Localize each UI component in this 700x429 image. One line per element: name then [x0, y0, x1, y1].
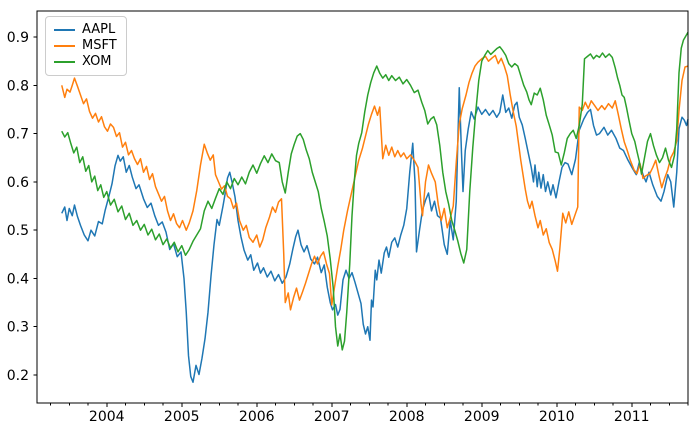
y-tick-label: 0.7 [7, 127, 29, 143]
x-tick-label: 2004 [89, 409, 125, 425]
legend-item-msft: MSFT [54, 38, 117, 54]
xom-line-swatch-icon [54, 61, 75, 63]
y-tick-label: 0.9 [7, 30, 29, 46]
plot-area-border [36, 10, 689, 404]
series-line-xom [61, 31, 689, 351]
y-tick-label: 0.8 [7, 78, 29, 94]
x-tick-label: 2011 [614, 409, 650, 425]
y-tick-label: 0.6 [7, 175, 29, 191]
legend-item-xom: XOM [54, 54, 117, 70]
legend-label-msft: MSFT [82, 38, 117, 53]
x-tick-label: 2008 [389, 409, 425, 425]
legend-item-aapl: AAPL [54, 22, 117, 38]
x-tick-label: 2006 [239, 409, 275, 425]
x-tick-label: 2005 [164, 409, 200, 425]
x-tick-label: 2007 [314, 409, 350, 425]
y-tick-label: 0.3 [7, 320, 29, 336]
legend-label-aapl: AAPL [82, 22, 116, 37]
y-tick-label: 0.4 [7, 271, 29, 287]
series-line-msft [61, 54, 689, 311]
legend-label-xom: XOM [82, 54, 112, 69]
msft-line-swatch-icon [54, 45, 75, 47]
x-tick-label: 2010 [539, 409, 575, 425]
legend: AAPL MSFT XOM [45, 16, 127, 76]
x-tick-label: 2009 [464, 409, 500, 425]
aapl-line-swatch-icon [54, 29, 75, 31]
y-tick-label: 0.5 [7, 223, 29, 239]
series-line-aapl [61, 87, 689, 383]
y-tick-label: 0.2 [7, 368, 29, 384]
